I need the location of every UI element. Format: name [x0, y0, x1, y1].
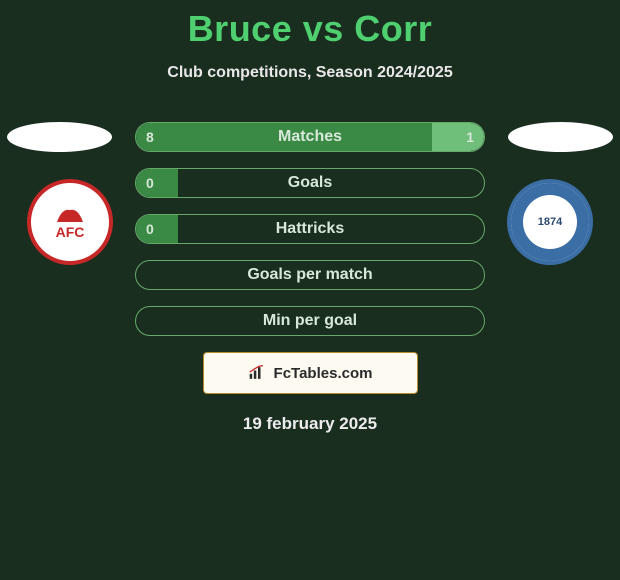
stat-bars: Matches81Goals0Hattricks0Goals per match… [135, 122, 485, 336]
stat-label: Goals per match [136, 266, 484, 284]
page-subtitle: Club competitions, Season 2024/2025 [0, 64, 620, 82]
stat-label: Matches [136, 128, 484, 146]
club-left-label: AFC [56, 224, 85, 240]
stat-left-value: 0 [146, 221, 154, 237]
club-right-label: 1874 [523, 195, 577, 249]
attribution-text: FcTables.com [274, 365, 373, 382]
stats-area: AFC 1874 Matches81Goals0Hattricks0Goals … [0, 122, 620, 336]
attribution-badge[interactable]: FcTables.com [203, 352, 418, 394]
stat-row: Min per goal [135, 306, 485, 336]
stat-left-value: 0 [146, 175, 154, 191]
club-badge-left: AFC [20, 178, 120, 266]
page-title: Bruce vs Corr [0, 0, 620, 50]
stat-row: Goals per match [135, 260, 485, 290]
stat-label: Hattricks [136, 220, 484, 238]
stat-left-value: 8 [146, 129, 154, 145]
player-photo-left [7, 122, 112, 152]
stat-row: Goals0 [135, 168, 485, 198]
stat-right-value: 1 [466, 129, 474, 145]
date-label: 19 february 2025 [0, 414, 620, 434]
stat-label: Goals [136, 174, 484, 192]
club-badge-right: 1874 [500, 178, 600, 266]
stat-label: Min per goal [136, 312, 484, 330]
stat-row: Matches8 1 [135, 122, 485, 152]
rooster-icon [52, 204, 88, 224]
stat-row: Hattricks0 [135, 214, 485, 244]
chart-icon [248, 365, 268, 381]
player-photo-right [508, 122, 613, 152]
